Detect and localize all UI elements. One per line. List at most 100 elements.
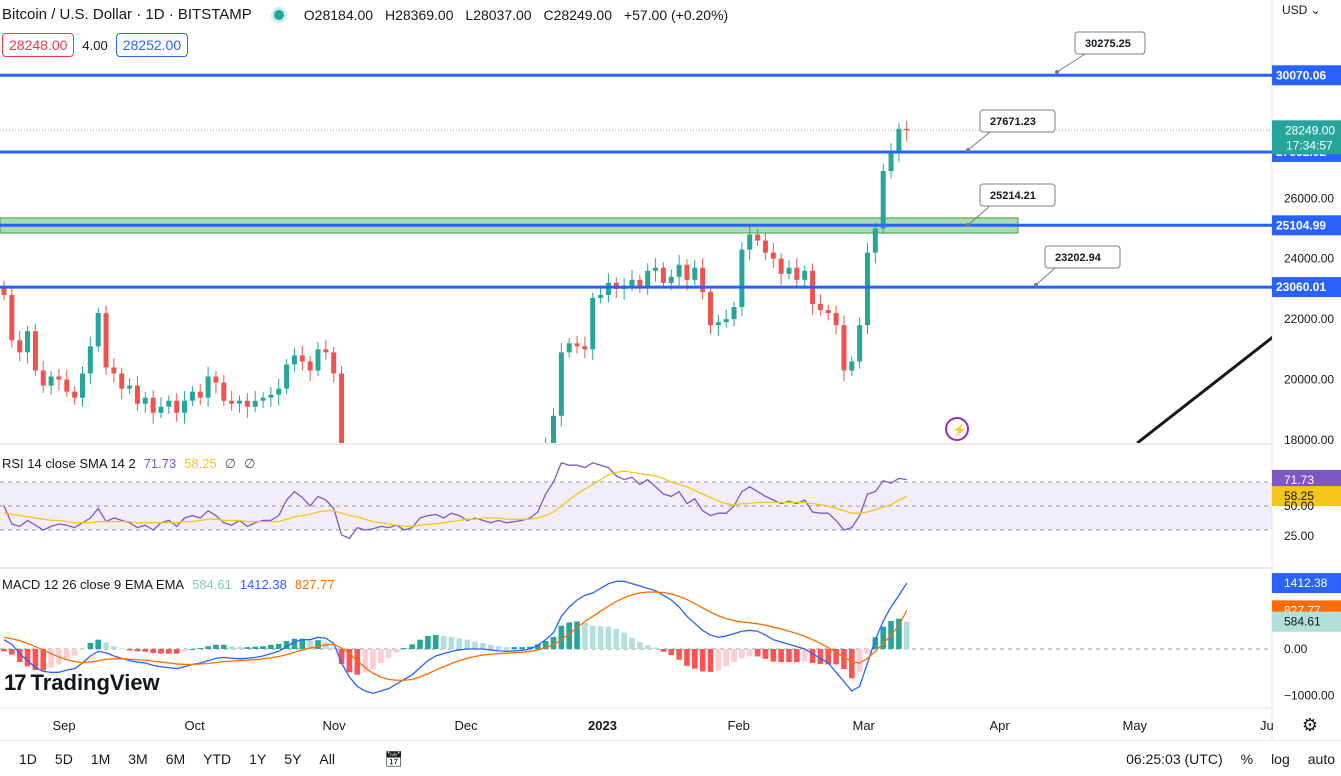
high-value: 28369.00 bbox=[395, 6, 454, 23]
timeframe-button-1m[interactable]: 1M bbox=[90, 750, 111, 767]
candle-body bbox=[825, 310, 831, 314]
candle bbox=[237, 395, 242, 413]
callout-anchor bbox=[1034, 283, 1038, 287]
candle-body bbox=[378, 476, 383, 482]
candle-body bbox=[80, 373, 85, 398]
macd-histogram-bar bbox=[707, 649, 714, 672]
candle-body bbox=[174, 400, 180, 413]
log-toggle[interactable]: log bbox=[1271, 750, 1290, 767]
macd-histogram-bar bbox=[825, 649, 832, 665]
timeframe-button-1d[interactable]: 1D bbox=[19, 750, 37, 767]
macd-histogram-bar bbox=[362, 649, 368, 673]
candle bbox=[849, 355, 855, 376]
macd-histogram-bar bbox=[786, 649, 792, 663]
candle-body bbox=[315, 349, 321, 371]
candle-body bbox=[473, 473, 478, 476]
candle-body bbox=[48, 376, 54, 386]
macd-histogram-bar bbox=[150, 649, 156, 654]
candle-body bbox=[441, 467, 446, 473]
macd-histogram-bar bbox=[896, 618, 902, 649]
price-pane bbox=[0, 73, 1272, 482]
timeframe-button-5d[interactable]: 5D bbox=[54, 750, 73, 767]
candle bbox=[339, 365, 345, 443]
chart-canvas[interactable]: 30070.0627532.9225104.9923060.0130275.25… bbox=[0, 0, 1341, 740]
gear-icon[interactable]: ⚙ bbox=[1301, 715, 1319, 735]
candle-body bbox=[111, 367, 117, 374]
chevron-down-icon: ⌄ bbox=[1307, 3, 1321, 17]
macd-histogram-bar bbox=[307, 640, 313, 649]
macd-histogram-bar bbox=[903, 621, 910, 649]
macd-histogram-bar bbox=[660, 649, 667, 652]
percent-toggle[interactable]: % bbox=[1240, 750, 1254, 767]
macd-histogram-bar bbox=[731, 649, 737, 663]
candle bbox=[551, 408, 556, 443]
candle-body bbox=[668, 276, 674, 283]
candle bbox=[637, 274, 643, 294]
candle-body bbox=[260, 397, 266, 401]
macd-histogram-bar bbox=[550, 636, 557, 649]
buy-button[interactable]: 28252.00 bbox=[115, 33, 189, 57]
symbol-title[interactable]: Bitcoin / U.S. Dollar · 1D · BITSTAMP bbox=[2, 6, 252, 23]
callout-pointer bbox=[967, 131, 991, 151]
candle bbox=[731, 301, 737, 327]
callout-label: 27671.23 bbox=[990, 116, 1036, 128]
callout-anchor bbox=[966, 223, 970, 227]
candle-body bbox=[653, 267, 659, 271]
candle bbox=[260, 392, 266, 408]
candle-body bbox=[95, 313, 101, 347]
clock-time[interactable]: 06:25:03 (UTC) bbox=[1126, 750, 1223, 767]
macd-histogram-bar bbox=[880, 626, 886, 649]
candle bbox=[441, 458, 446, 479]
timeframe-button-ytd[interactable]: YTD bbox=[203, 750, 232, 767]
timeframe-button-3m[interactable]: 3M bbox=[128, 750, 148, 767]
timeframe-button-5y[interactable]: 5Y bbox=[284, 750, 302, 767]
bar-countdown: 17:34:57 bbox=[1286, 138, 1333, 152]
macd-histogram-bar bbox=[173, 649, 180, 654]
candle-body bbox=[134, 385, 140, 404]
candle bbox=[825, 304, 831, 321]
callout-label: 23202.94 bbox=[1055, 252, 1102, 264]
macd-histogram-bar bbox=[181, 649, 188, 652]
candle-body bbox=[755, 234, 761, 241]
candle-body bbox=[786, 267, 792, 274]
macd-histogram-bar bbox=[275, 643, 282, 649]
candle-body bbox=[676, 264, 682, 277]
candle-body bbox=[276, 388, 282, 395]
macd-histogram-bar bbox=[582, 622, 588, 649]
macd-axis-label: 1412.38 bbox=[1284, 576, 1328, 590]
calendar-icon[interactable]: 📅︎ bbox=[383, 750, 404, 768]
timeframe-button-1y[interactable]: 1Y bbox=[249, 750, 267, 767]
candle-body bbox=[590, 297, 596, 350]
sell-button[interactable]: 28248.00 bbox=[2, 33, 75, 57]
candle bbox=[755, 229, 761, 247]
chart-header: Bitcoin / U.S. Dollar · 1D · BITSTAMP O2… bbox=[2, 6, 728, 23]
level-axis-label: 30070.06 bbox=[1276, 68, 1326, 82]
macd-histogram-bar bbox=[425, 635, 431, 649]
macd-histogram-bar bbox=[291, 638, 298, 649]
rsi-axis-label: 50.00 bbox=[1284, 499, 1314, 513]
candle bbox=[9, 287, 15, 348]
macd-histogram-bar bbox=[448, 636, 455, 649]
macd-histogram-bar bbox=[40, 649, 47, 671]
callout-box bbox=[1044, 245, 1121, 269]
timeframe-button-all[interactable]: All bbox=[319, 750, 335, 767]
time-axis-label: May bbox=[1123, 718, 1148, 733]
time-axis-label: Feb bbox=[728, 718, 750, 733]
candle-body bbox=[25, 331, 31, 353]
change-value: +57.00 (+0.20%) bbox=[623, 6, 729, 23]
time-axis-label: Ju bbox=[1260, 718, 1274, 733]
currency-selector[interactable]: USD ⌄ bbox=[1272, 0, 1341, 20]
candle bbox=[739, 242, 745, 317]
macd-histogram-bar bbox=[699, 649, 706, 672]
tradingview-logo[interactable]: 17 TradingView bbox=[4, 670, 160, 696]
macd-axis-label-bg bbox=[1272, 611, 1341, 632]
auto-toggle[interactable]: auto bbox=[1307, 750, 1335, 767]
candle bbox=[40, 360, 46, 393]
candle-body bbox=[692, 267, 698, 280]
candle bbox=[598, 287, 604, 304]
timeframe-button-6m[interactable]: 6M bbox=[165, 750, 186, 767]
candle-body bbox=[551, 415, 556, 443]
time-axis-label: Oct bbox=[185, 718, 206, 733]
rsi-axis-label: 71.73 bbox=[1284, 473, 1314, 487]
candle bbox=[810, 263, 816, 315]
